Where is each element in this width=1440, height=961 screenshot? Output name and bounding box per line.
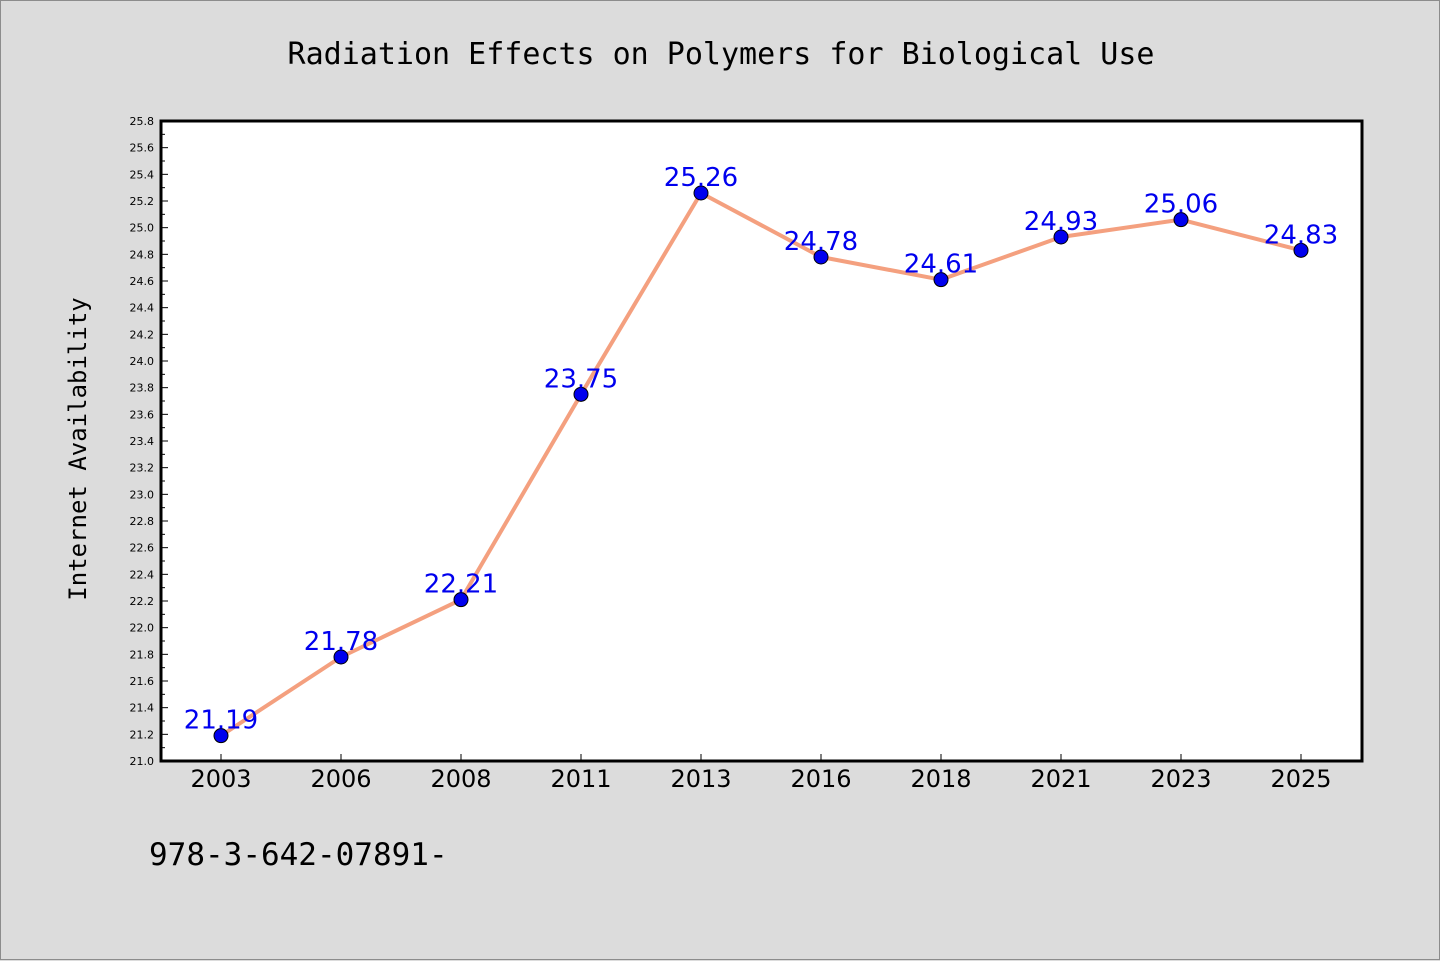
data-label: 21.19	[184, 706, 258, 736]
data-point	[213, 728, 229, 744]
data-label: 25.26	[664, 163, 738, 193]
y-tick-label: 22.6	[130, 542, 155, 555]
data-point	[693, 185, 709, 201]
data-label: 25.06	[1144, 190, 1218, 220]
series-line	[219, 191, 1302, 738]
data-point	[933, 272, 949, 288]
data-label: 24.83	[1264, 220, 1338, 250]
y-tick-label: 24.4	[130, 302, 155, 315]
x-tick-label: 2016	[790, 765, 851, 793]
data-label: 24.78	[784, 227, 858, 257]
y-tick-label: 23.0	[130, 488, 155, 501]
y-tick-label: 21.4	[130, 702, 155, 715]
data-point	[453, 592, 469, 608]
y-tick-label: 21.0	[130, 755, 155, 768]
data-point	[1293, 242, 1309, 258]
chart-title: Radiation Effects on Polymers for Biolog…	[288, 37, 1155, 72]
x-tick-label: 2008	[430, 765, 491, 793]
x-tick-label: 2018	[910, 765, 971, 793]
y-tick-label: 24.6	[130, 275, 155, 288]
x-tick-label: 2013	[670, 765, 731, 793]
data-point	[1173, 212, 1189, 228]
x-tick-label: 2023	[1150, 765, 1211, 793]
x-axis: 2003 2006 2008 2011 2013 2016 2018 2021 2023 2025	[190, 754, 1332, 793]
y-tick-label: 22.8	[130, 515, 155, 528]
y-tick-label: 21.2	[130, 728, 155, 741]
y-tick-label: 22.4	[130, 568, 155, 581]
data-point	[333, 649, 349, 665]
y-tick-label: 25.4	[130, 168, 155, 181]
y-tick-label: 23.4	[130, 435, 155, 448]
y-tick-label: 22.0	[130, 622, 155, 635]
y-tick-label: 23.6	[130, 408, 155, 421]
y-tick-label: 21.6	[130, 675, 155, 688]
y-axis: 21.0 21.2 21.4 21.6 21.8 22.0 22.2 22.4 22.6 22.8…	[130, 115, 168, 768]
y-tick-label: 22.2	[130, 595, 155, 608]
y-tick-label: 23.8	[130, 382, 155, 395]
series-layer: 21.19 21.78 22.21 23.75 25.26 24.78 24.61 24.93…	[184, 163, 1338, 744]
x-tick-label: 2011	[550, 765, 611, 793]
plot-area	[159, 119, 1364, 763]
y-tick-label: 25.8	[130, 115, 155, 128]
data-point	[573, 386, 589, 402]
data-label: 24.93	[1024, 207, 1098, 237]
x-tick-label: 2006	[310, 765, 371, 793]
data-point	[813, 249, 829, 265]
footnote-isbn: 978-3-642-07891-	[149, 837, 448, 873]
y-tick-label: 25.0	[130, 222, 155, 235]
y-tick-label: 25.6	[130, 142, 155, 155]
data-label: 24.61	[904, 250, 978, 280]
x-tick-label: 2021	[1030, 765, 1091, 793]
x-tick-label: 2003	[190, 765, 251, 793]
y-tick-label: 24.8	[130, 248, 155, 261]
y-tick-label: 24.0	[130, 355, 155, 368]
x-tick-label: 2025	[1270, 765, 1331, 793]
y-tick-label: 25.2	[130, 195, 155, 208]
data-label: 22.21	[424, 570, 498, 600]
data-label: 21.78	[304, 627, 378, 657]
y-tick-label: 21.8	[130, 648, 155, 661]
y-axis-label: Internet Availability	[64, 297, 92, 600]
data-point	[1053, 229, 1069, 245]
y-tick-label: 23.2	[130, 462, 155, 475]
y-tick-label: 24.2	[130, 328, 155, 341]
data-label: 23.75	[544, 364, 618, 394]
